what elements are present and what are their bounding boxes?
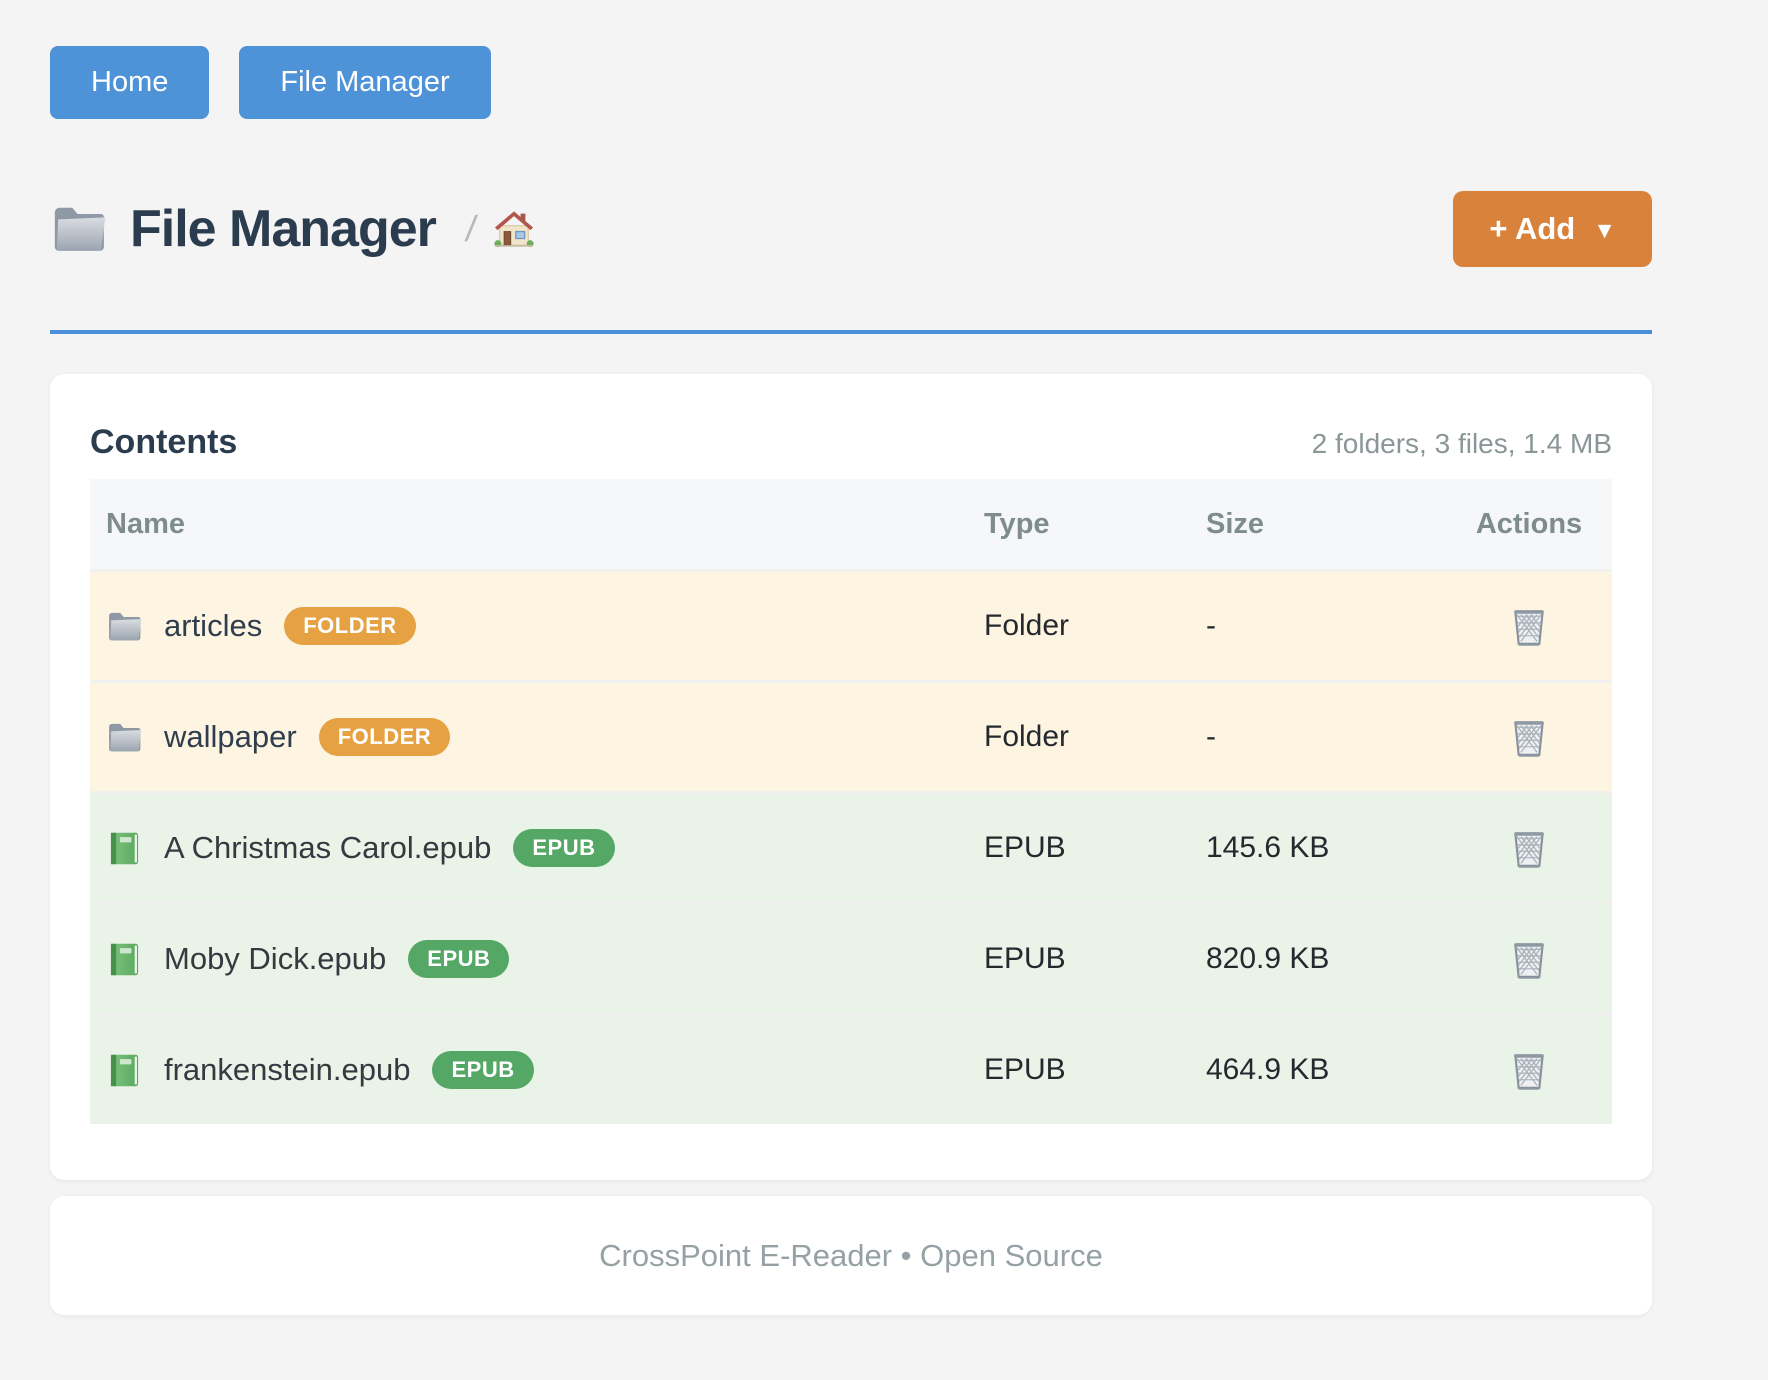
table-row[interactable]: Moby Dick.epub EPUB EPUB 820.9 KB (90, 902, 1612, 1013)
breadcrumb: / (463, 207, 536, 251)
column-header-size: Size (1206, 507, 1265, 540)
footer-text: CrossPoint E-Reader • Open Source (599, 1237, 1103, 1273)
header-divider (50, 330, 1652, 334)
item-name-link[interactable]: articles (164, 608, 263, 643)
trash-icon (1509, 1049, 1549, 1091)
delete-button[interactable] (1509, 1049, 1549, 1091)
home-button[interactable]: Home (50, 46, 210, 119)
type-value: Folder (984, 720, 1070, 753)
page: Home File Manager File Manager / + Add ▼… (50, 0, 1652, 1315)
breadcrumb-separator: / (463, 208, 479, 249)
table-row[interactable]: A Christmas Carol.epub EPUB EPUB 145.6 K… (90, 791, 1612, 902)
top-nav: Home File Manager (50, 46, 1652, 119)
size-value: 464.9 KB (1206, 1053, 1330, 1086)
file-table: Name Type Size Actions articles FOLDER F… (90, 479, 1612, 1124)
table-row[interactable]: frankenstein.epub EPUB EPUB 464.9 KB (90, 1013, 1612, 1124)
epub-badge: EPUB (408, 940, 510, 978)
size-value: 820.9 KB (1206, 942, 1330, 975)
item-name-link[interactable]: frankenstein.epub (164, 1052, 411, 1087)
page-title: File Manager (130, 200, 437, 258)
size-value: 145.6 KB (1206, 831, 1330, 864)
item-name-link[interactable]: Moby Dick.epub (164, 941, 387, 976)
epub-badge: EPUB (513, 829, 615, 867)
table-header-row: Name Type Size Actions (90, 479, 1612, 569)
book-icon (106, 1052, 143, 1089)
table-row[interactable]: articles FOLDER Folder - (90, 569, 1612, 680)
delete-button[interactable] (1509, 827, 1549, 869)
type-value: EPUB (984, 831, 1066, 864)
delete-button[interactable] (1509, 938, 1549, 980)
folder-icon (50, 200, 108, 258)
item-name-link[interactable]: A Christmas Carol.epub (164, 830, 492, 865)
card-head: Contents 2 folders, 3 files, 1.4 MB (90, 422, 1612, 464)
contents-summary: 2 folders, 3 files, 1.4 MB (1311, 428, 1612, 459)
type-value: Folder (984, 609, 1070, 642)
item-name-link[interactable]: wallpaper (164, 719, 297, 754)
folder-icon (106, 719, 143, 756)
delete-button[interactable] (1509, 605, 1549, 647)
folder-icon (106, 608, 143, 645)
table-row[interactable]: wallpaper FOLDER Folder - (90, 680, 1612, 791)
column-header-type: Type (984, 507, 1050, 540)
trash-icon (1509, 827, 1549, 869)
house-icon[interactable] (492, 207, 536, 251)
page-header: File Manager / + Add ▼ (50, 191, 1652, 267)
trash-icon (1509, 605, 1549, 647)
chevron-down-icon: ▼ (1593, 216, 1616, 243)
column-header-name: Name (106, 507, 185, 540)
type-value: EPUB (984, 942, 1066, 975)
folder-badge: FOLDER (284, 607, 416, 645)
epub-badge: EPUB (432, 1051, 534, 1089)
footer: CrossPoint E-Reader • Open Source (50, 1196, 1652, 1315)
book-icon (106, 941, 143, 978)
column-header-actions: Actions (1475, 507, 1583, 540)
book-icon (106, 830, 143, 867)
size-value: - (1206, 609, 1216, 642)
trash-icon (1509, 716, 1549, 758)
trash-icon (1509, 938, 1549, 980)
add-button[interactable]: + Add ▼ (1453, 191, 1652, 267)
file-manager-button[interactable]: File Manager (239, 46, 491, 119)
size-value: - (1206, 720, 1216, 753)
folder-badge: FOLDER (318, 718, 451, 756)
add-button-label: + Add (1489, 211, 1576, 246)
delete-button[interactable] (1509, 716, 1549, 758)
contents-card: Contents 2 folders, 3 files, 1.4 MB Name… (50, 374, 1652, 1180)
type-value: EPUB (984, 1053, 1066, 1086)
contents-heading: Contents (90, 423, 238, 461)
